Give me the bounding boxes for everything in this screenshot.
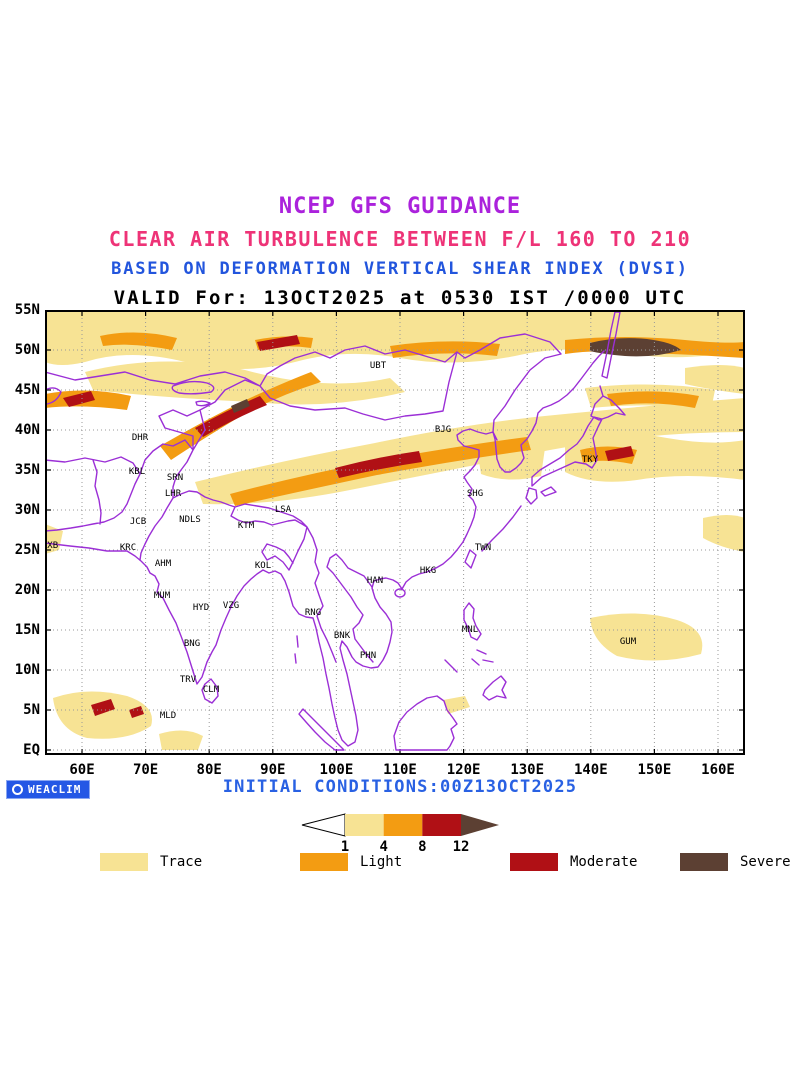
lon-tick-label: 110E xyxy=(383,762,417,778)
colorbar-moderate-segment xyxy=(422,814,461,836)
station-label-mld: MLD xyxy=(160,711,176,721)
colorbar-svg xyxy=(301,813,499,837)
colorbar-left-arrow xyxy=(301,813,346,837)
station-label-ahm: AHM xyxy=(155,559,172,569)
station-label-hyd: HYD xyxy=(193,603,209,613)
station-label-kbl: KBL xyxy=(129,467,145,477)
lat-tick-label: EQ xyxy=(23,742,40,758)
lon-tick-label: 90E xyxy=(260,762,286,778)
station-label-clm: CLM xyxy=(203,685,220,695)
colorbar-tick-12: 12 xyxy=(452,839,470,855)
title-valid-time: VALID For: 13OCT2025 at 0530 IST /0000 U… xyxy=(113,287,687,309)
weaclim-logo: WEACLIM xyxy=(6,780,91,799)
colorbar-tick-1: 1 xyxy=(340,839,350,855)
station-label-srn: SRN xyxy=(167,473,183,483)
station-label-twn: TWN xyxy=(475,543,491,553)
legend-label-trace: Trace xyxy=(160,854,203,870)
station-label-kol: KOL xyxy=(255,561,271,571)
station-label-krc: KRC xyxy=(120,543,136,553)
station-label-bnk: BNK xyxy=(334,631,351,641)
map-svg: UBT BJG TKY SHG TWN HKG HAN DHR KBL SRN LHR JCB NDLS… xyxy=(42,309,745,755)
station-label-dxb: DXB xyxy=(45,541,58,551)
lat-tick-label: 45N xyxy=(14,382,40,398)
lat-tick-label: 15N xyxy=(14,622,40,638)
lat-tick-label: 5N xyxy=(23,702,40,718)
title-model: NCEP GFS GUIDANCE xyxy=(278,194,522,219)
legend-label-moderate: Moderate xyxy=(570,854,638,870)
station-label-bjg: BJG xyxy=(435,425,451,435)
station-label-ubt: UBT xyxy=(370,361,387,371)
lon-tick-label: 160E xyxy=(701,762,735,778)
intensity-colorbar: 1 4 8 12 xyxy=(300,812,500,860)
station-label-jcb: JCB xyxy=(130,517,146,527)
coastline-mainland xyxy=(44,350,605,747)
lon-tick-label: 120E xyxy=(446,762,481,778)
legend-label-severe: Severe xyxy=(740,854,791,870)
lon-tick-label: 80E xyxy=(196,762,222,778)
lon-tick-label: 60E xyxy=(69,762,95,778)
lat-tick-label: 25N xyxy=(14,542,40,558)
station-label-gum: GUM xyxy=(620,637,637,647)
lon-tick-label: 150E xyxy=(637,762,672,778)
lon-tick-label: 70E xyxy=(132,762,159,778)
station-label-dhr: DHR xyxy=(132,433,149,443)
title-product: CLEAR AIR TURBULENCE BETWEEN F/L 160 TO … xyxy=(108,227,692,251)
station-label-ktm: KTM xyxy=(238,521,255,531)
lat-tick-label: 35N xyxy=(14,462,40,478)
lat-tick-label: 10N xyxy=(14,662,40,678)
map-frame xyxy=(45,310,745,755)
station-label-mnl: MNL xyxy=(462,625,478,635)
lon-tick-label: 100E xyxy=(319,762,354,778)
station-label-bng: BNG xyxy=(184,639,200,649)
station-label-trv: TRV xyxy=(180,675,197,685)
station-label-mum: MUM xyxy=(154,591,171,601)
station-label-lsa: LSA xyxy=(275,505,292,515)
legend-swatch-trace xyxy=(100,853,148,871)
title-block: NCEP GFS GUIDANCE CLEAR AIR TURBULENCE B… xyxy=(0,194,800,309)
legend-item-light: Light xyxy=(300,853,402,871)
station-label-han: HAN xyxy=(367,576,383,586)
station-label-shg: SHG xyxy=(467,489,483,499)
lat-tick-label: 50N xyxy=(14,342,40,358)
lon-tick-label: 140E xyxy=(573,762,608,778)
lat-tick-label: 30N xyxy=(14,502,40,518)
initial-conditions-label: INITIAL CONDITIONS:00Z13OCT2025 xyxy=(222,777,578,797)
logo-circle-icon xyxy=(12,784,23,795)
lon-tick-label: 130E xyxy=(510,762,545,778)
lat-tick-label: 40N xyxy=(14,422,40,438)
station-label-tky: TKY xyxy=(582,455,599,465)
station-label-rng: RNG xyxy=(305,608,321,618)
lat-tick-label: 55N xyxy=(14,302,40,318)
colorbar-severe-arrow xyxy=(461,814,499,836)
legend-swatch-severe xyxy=(680,853,728,871)
colorbar-trace-segment xyxy=(345,814,384,836)
legend-item-trace: Trace xyxy=(100,853,202,871)
station-label-lhr: LHR xyxy=(165,489,182,499)
colorbar-light-segment xyxy=(383,814,423,836)
station-label-vzg: VZG xyxy=(223,601,239,611)
legend-swatch-light xyxy=(300,853,348,871)
legend-item-moderate: Moderate xyxy=(510,853,637,871)
station-label-hkg: HKG xyxy=(420,566,436,576)
colorbar-tick-4: 4 xyxy=(379,839,388,855)
turbulence-shading-layer xyxy=(45,310,745,750)
legend-swatch-moderate xyxy=(510,853,558,871)
station-label-ndls: NDLS xyxy=(179,515,201,525)
legend-label-light: Light xyxy=(360,854,403,870)
station-labels-layer: UBT BJG TKY SHG TWN HKG HAN DHR KBL SRN LHR JCB NDLS… xyxy=(42,361,637,721)
colorbar-tick-8: 8 xyxy=(418,839,427,855)
map-area: UBT BJG TKY SHG TWN HKG HAN DHR KBL SRN LHR JCB NDLS… xyxy=(42,309,745,755)
country-borders xyxy=(44,333,562,663)
station-label-phn: PHN xyxy=(360,651,376,661)
logo-text: WEACLIM xyxy=(28,783,82,796)
title-method: BASED ON DEFORMATION VERTICAL SHEAR INDE… xyxy=(111,259,689,279)
lat-tick-label: 20N xyxy=(14,582,40,598)
legend-item-severe: Severe xyxy=(680,853,791,871)
